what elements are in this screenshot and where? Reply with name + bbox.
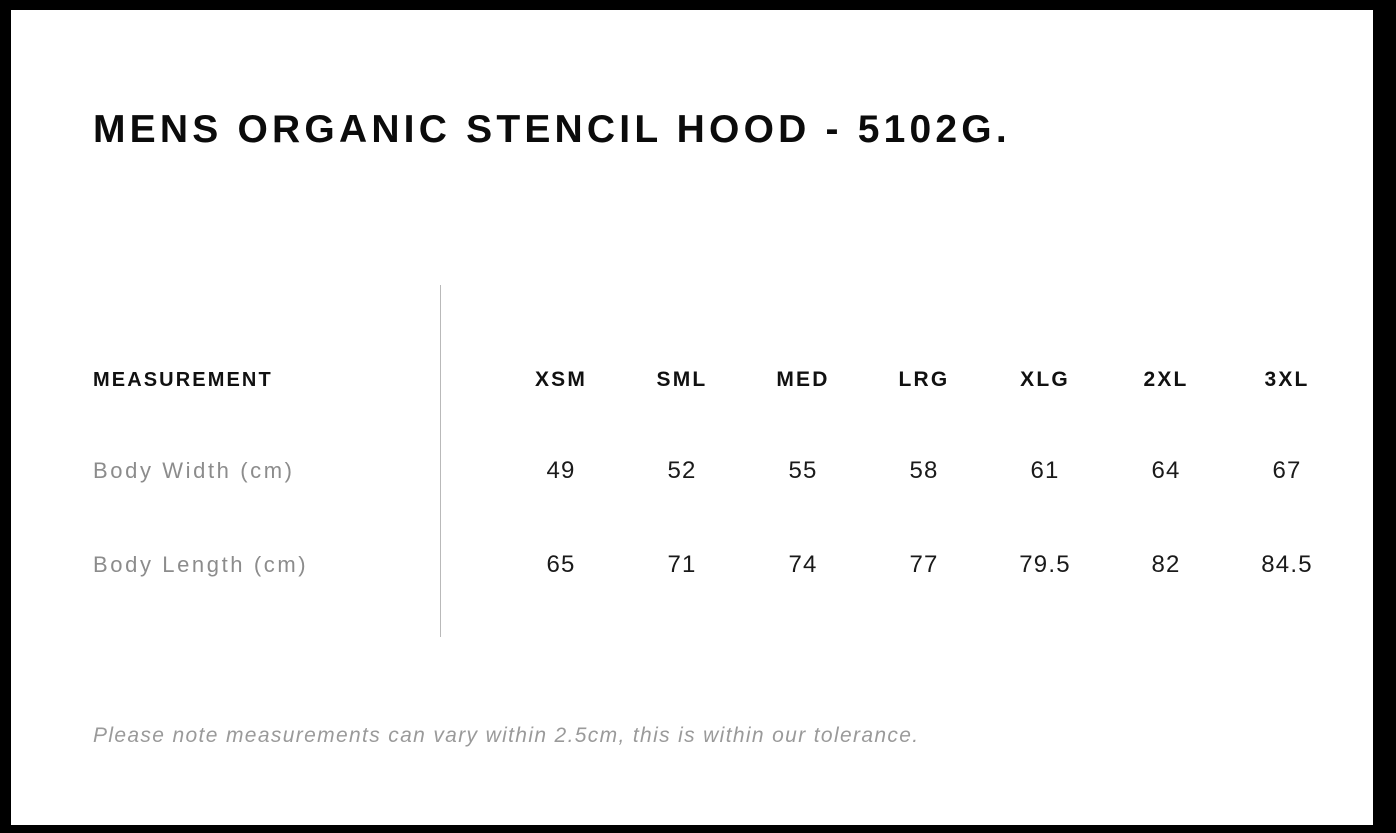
table-header-row: MEASUREMENT XSM SML MED LRG XLG 2XL 3XL [11,360,1373,400]
cell-body-width-lrg: 58 [909,457,939,484]
table-vertical-divider [440,285,441,637]
cell-body-width-med: 55 [788,457,818,484]
page-title: MENS ORGANIC STENCIL HOOD - 5102G. [93,108,1011,151]
size-chart-card: MENS ORGANIC STENCIL HOOD - 5102G. MEASU… [11,10,1373,825]
column-header-2xl: 2XL [1143,368,1189,391]
cell-body-length-xlg: 79.5 [1019,551,1071,578]
cell-body-width-2xl: 64 [1151,457,1181,484]
row-label-body-length: Body Length (cm) [93,552,309,577]
cell-body-length-lrg: 77 [909,551,939,578]
cell-body-width-xlg: 61 [1030,457,1060,484]
column-header-sml: SML [656,368,708,391]
cell-body-length-3xl: 84.5 [1261,551,1313,578]
cell-body-width-xsm: 49 [546,457,576,484]
size-table: MEASUREMENT XSM SML MED LRG XLG 2XL 3XL … [11,10,1373,825]
column-header-med: MED [776,368,830,391]
cell-body-length-xsm: 65 [546,551,576,578]
cell-body-length-2xl: 82 [1151,551,1181,578]
column-header-measurement: MEASUREMENT [93,368,273,391]
column-header-xsm: XSM [534,368,588,391]
table-row: Body Width (cm) 49 52 55 58 61 64 67 [11,451,1373,491]
column-header-xlg: XLG [1020,368,1070,391]
column-header-lrg: LRG [898,368,950,391]
column-header-3xl: 3XL [1264,368,1310,391]
tolerance-footnote: Please note measurements can vary within… [93,724,920,747]
cell-body-width-sml: 52 [667,457,697,484]
cell-body-width-3xl: 67 [1272,457,1302,484]
cell-body-length-sml: 71 [667,551,697,578]
cell-body-length-med: 74 [788,551,818,578]
table-row: Body Length (cm) 65 71 74 77 79.5 82 84.… [11,545,1373,585]
row-label-body-width: Body Width (cm) [93,458,295,483]
